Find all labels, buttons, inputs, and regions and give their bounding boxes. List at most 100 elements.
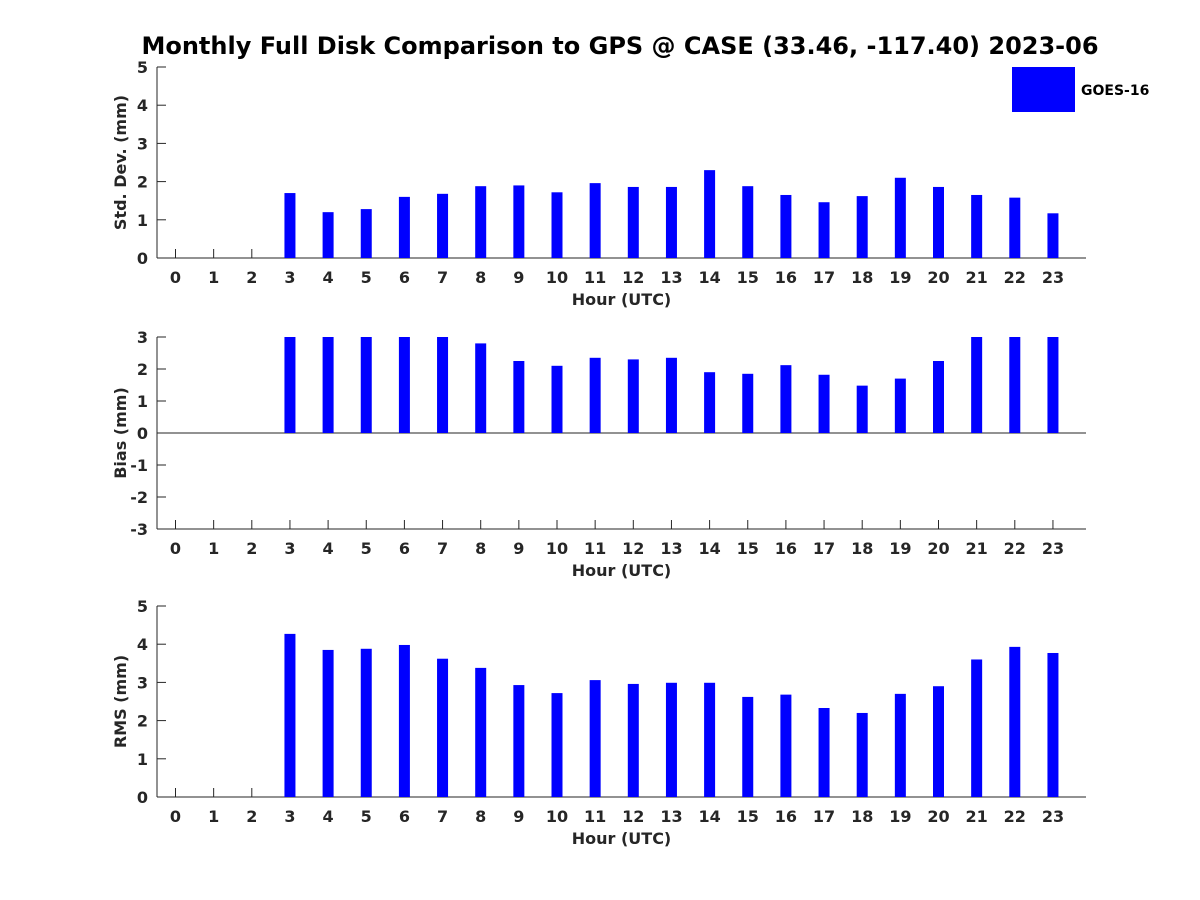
x-tick-label: 15 <box>737 807 759 826</box>
bar-hour-22 <box>1009 646 1021 797</box>
x-tick-label: 4 <box>323 539 334 558</box>
x-tick-label: 13 <box>660 807 682 826</box>
bar-hour-13 <box>665 357 677 433</box>
bar-hour-15 <box>742 373 754 433</box>
bar-hour-10 <box>551 365 563 433</box>
bar-hour-9 <box>513 185 525 258</box>
bar-hour-23 <box>1047 337 1059 433</box>
y-tick-label: 0 <box>137 424 148 443</box>
x-tick-label: 1 <box>208 268 219 287</box>
x-tick-label: 4 <box>323 268 334 287</box>
bar-hour-12 <box>627 683 639 797</box>
bar-hour-18 <box>856 385 868 433</box>
y-tick-label: 4 <box>137 96 148 115</box>
x-tick-label: 21 <box>966 539 988 558</box>
x-tick-label: 14 <box>698 539 720 558</box>
x-tick-label: 5 <box>361 268 372 287</box>
x-tick-label: 7 <box>437 539 448 558</box>
x-tick-label: 18 <box>851 539 873 558</box>
y-tick-label: -3 <box>130 520 148 539</box>
bar-hour-8 <box>475 343 487 433</box>
x-tick-label: 3 <box>284 539 295 558</box>
x-tick-label: 20 <box>927 539 949 558</box>
bar-hour-17 <box>818 202 830 258</box>
bar-hour-18 <box>856 196 868 258</box>
x-tick-label: 21 <box>966 268 988 287</box>
y-tick-label: 0 <box>137 249 148 268</box>
x-tick-label: 22 <box>1004 539 1026 558</box>
x-tick-label: 16 <box>775 268 797 287</box>
bar-hour-21 <box>971 659 983 797</box>
bar-hour-10 <box>551 192 563 258</box>
x-tick-label: 8 <box>475 539 486 558</box>
bar-hour-11 <box>589 357 601 433</box>
x-tick-label: 16 <box>775 807 797 826</box>
x-tick-label: 0 <box>170 807 181 826</box>
legend: GOES-16 <box>1012 67 1149 112</box>
x-tick-label: 3 <box>284 807 295 826</box>
x-tick-label: 2 <box>246 807 257 826</box>
x-tick-label: 15 <box>737 268 759 287</box>
bar-hour-19 <box>894 693 906 797</box>
x-tick-label: 9 <box>513 539 524 558</box>
x-tick-label: 21 <box>966 807 988 826</box>
x-tick-label: 6 <box>399 539 410 558</box>
x-tick-label: 19 <box>889 268 911 287</box>
bar-hour-7 <box>437 337 449 433</box>
x-tick-label: 4 <box>323 807 334 826</box>
x-tick-label: 2 <box>246 539 257 558</box>
x-tick-label: 22 <box>1004 807 1026 826</box>
x-axis-label: Hour (UTC) <box>572 290 672 309</box>
legend-swatch <box>1012 67 1075 112</box>
bar-hour-23 <box>1047 652 1059 797</box>
bar-hour-5 <box>360 209 372 258</box>
x-tick-label: 6 <box>399 807 410 826</box>
bar-hour-22 <box>1009 197 1021 258</box>
x-tick-label: 2 <box>246 268 257 287</box>
bar-hour-17 <box>818 707 830 797</box>
y-tick-label: 2 <box>137 360 148 379</box>
x-tick-label: 18 <box>851 268 873 287</box>
bar-hour-14 <box>704 170 716 258</box>
bar-hour-10 <box>551 693 563 797</box>
y-tick-label: 0 <box>137 788 148 807</box>
x-tick-label: 12 <box>622 807 644 826</box>
x-tick-label: 13 <box>660 268 682 287</box>
bar-hour-8 <box>475 667 487 797</box>
bar-hour-7 <box>437 658 449 797</box>
x-tick-label: 11 <box>584 539 606 558</box>
bar-hour-4 <box>322 649 334 797</box>
x-tick-label: 6 <box>399 268 410 287</box>
bar-hour-19 <box>894 177 906 258</box>
x-tick-label: 8 <box>475 268 486 287</box>
x-tick-label: 5 <box>361 807 372 826</box>
bar-hour-13 <box>665 682 677 797</box>
bar-hour-16 <box>780 194 792 258</box>
x-tick-label: 7 <box>437 807 448 826</box>
bar-hour-13 <box>665 186 677 258</box>
x-tick-label: 10 <box>546 539 568 558</box>
x-tick-label: 20 <box>927 807 949 826</box>
x-tick-label: 1 <box>208 539 219 558</box>
x-tick-label: 10 <box>546 268 568 287</box>
x-tick-label: 7 <box>437 268 448 287</box>
x-tick-label: 13 <box>660 539 682 558</box>
bar-hour-5 <box>360 337 372 433</box>
bar-hour-16 <box>780 694 792 797</box>
bar-hour-11 <box>589 183 601 258</box>
bar-hour-20 <box>933 186 944 258</box>
bar-hour-14 <box>704 372 716 433</box>
bar-hour-14 <box>704 682 716 797</box>
y-tick-label: 1 <box>137 211 148 230</box>
bar-hour-7 <box>437 193 449 258</box>
bar-hour-12 <box>627 359 639 433</box>
y-tick-label: 2 <box>137 712 148 731</box>
x-tick-label: 15 <box>737 539 759 558</box>
y-axis-label: Bias (mm) <box>111 387 130 479</box>
y-axis-label: RMS (mm) <box>111 655 130 748</box>
x-tick-label: 18 <box>851 807 873 826</box>
bar-hour-11 <box>589 680 601 797</box>
y-tick-label: 4 <box>137 635 148 654</box>
